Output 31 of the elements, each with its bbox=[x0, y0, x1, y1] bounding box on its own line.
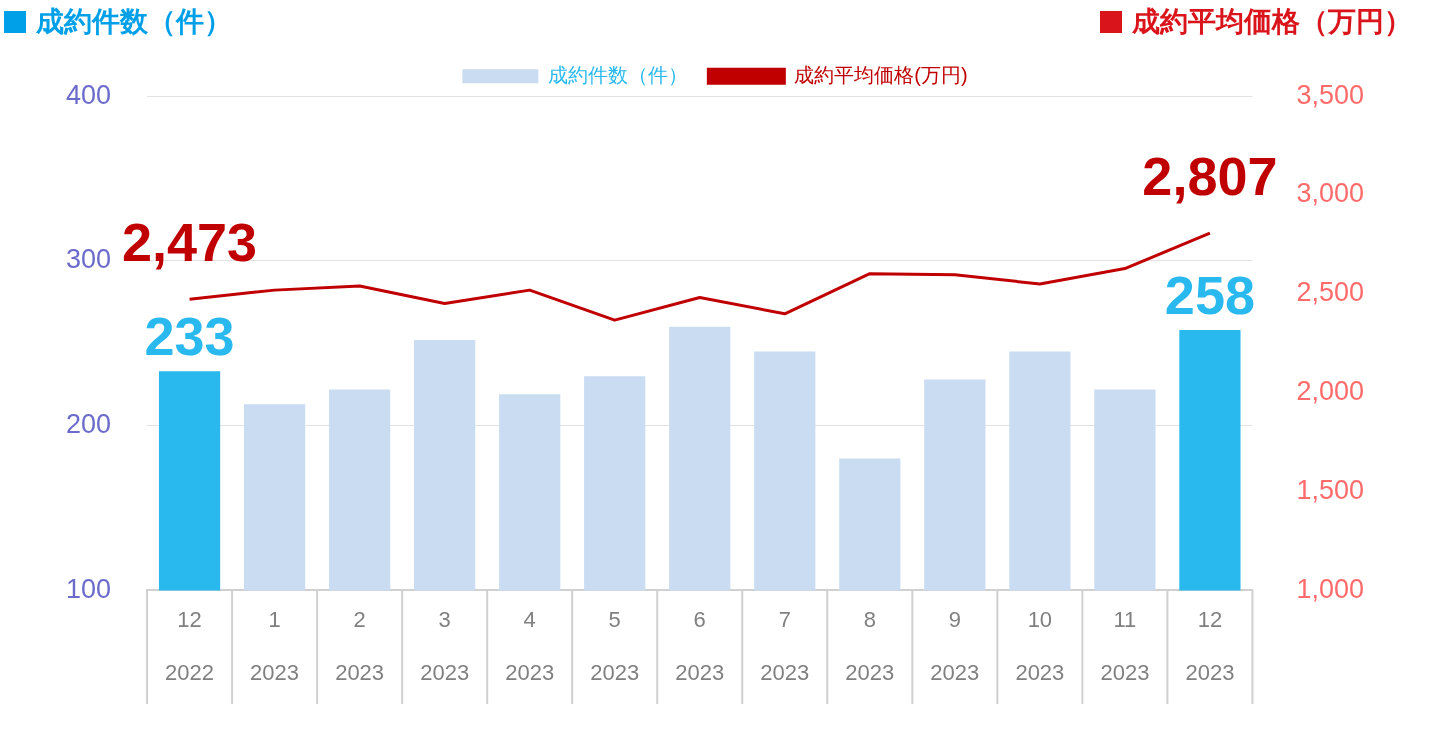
data-label: 258 bbox=[1164, 265, 1255, 326]
category-label: 11 2023 bbox=[1100, 606, 1150, 685]
category-label: 7 2023 bbox=[760, 606, 810, 685]
y-axis-title: 成約件数（件） bbox=[36, 5, 232, 39]
category-label: 4 2023 bbox=[505, 606, 555, 685]
data-label: 2,807 bbox=[1142, 146, 1278, 207]
category-label: 12 2023 bbox=[1185, 606, 1235, 685]
y2-tick-label: 2,500 bbox=[1296, 277, 1365, 308]
y-tick-label: 300 bbox=[65, 244, 112, 275]
category-label: 10 2023 bbox=[1015, 606, 1065, 685]
data-label: 233 bbox=[144, 306, 235, 367]
y2-axis-title: 成約平均価格（万円） bbox=[1132, 5, 1412, 39]
legend-label: 成約平均価格(万円) bbox=[794, 63, 968, 86]
category-label: 6 2023 bbox=[675, 606, 725, 685]
category-label: 5 2023 bbox=[590, 606, 640, 685]
legend-label: 成約件数（件） bbox=[548, 63, 689, 86]
y2-tick-label: 1,500 bbox=[1296, 475, 1365, 506]
y2-tick-label: 1,000 bbox=[1296, 573, 1365, 604]
category-label: 9 2023 bbox=[930, 606, 980, 685]
y2-tick-label: 3,000 bbox=[1296, 178, 1365, 209]
category-label: 2 2023 bbox=[335, 606, 385, 685]
y-tick-label: 400 bbox=[65, 79, 112, 110]
y-tick-label: 200 bbox=[65, 409, 112, 440]
category-label: 3 2023 bbox=[420, 606, 470, 685]
category-label: 12 2022 bbox=[165, 606, 215, 685]
y-tick-label: 100 bbox=[65, 573, 112, 604]
data-label: 2,473 bbox=[121, 212, 258, 273]
y2-tick-label: 3,500 bbox=[1296, 79, 1365, 110]
y2-tick-label: 2,000 bbox=[1296, 376, 1365, 407]
category-label: 1 2023 bbox=[250, 606, 300, 685]
category-label: 8 2023 bbox=[845, 606, 895, 685]
